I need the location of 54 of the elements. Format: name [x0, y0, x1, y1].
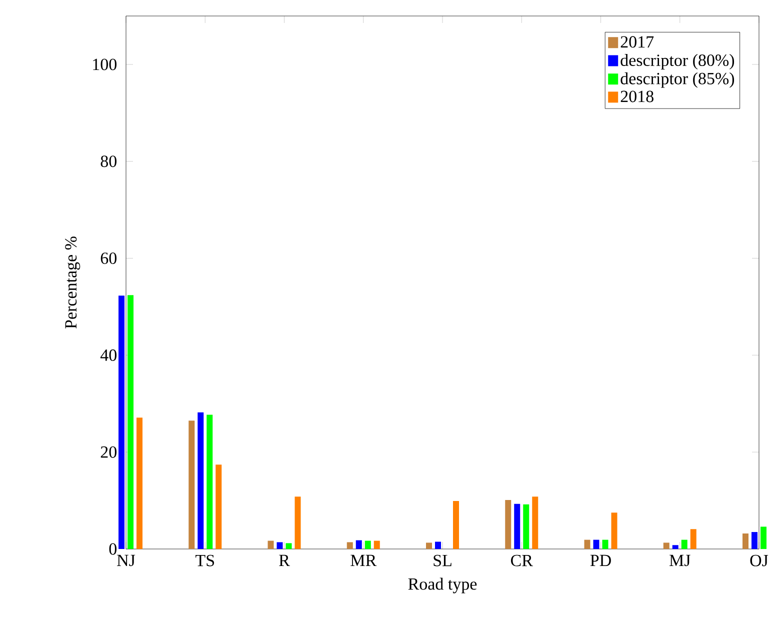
y-tick-label: 80	[100, 156, 116, 168]
bar	[681, 540, 688, 549]
bar	[294, 496, 301, 549]
bar	[593, 540, 600, 549]
bar	[663, 542, 670, 549]
y-tick-label: 20	[100, 446, 116, 458]
legend-label: 2018	[620, 90, 654, 102]
x-tick-label: PD	[590, 554, 611, 566]
bar	[514, 504, 520, 549]
x-tick-label: NJ	[117, 554, 136, 566]
y-tick-label: 40	[100, 349, 116, 361]
legend-label: descriptor (80%)	[620, 54, 734, 70]
bar	[374, 540, 380, 549]
x-axis-title: Road type	[408, 578, 477, 594]
bar	[505, 500, 512, 549]
bar	[136, 418, 142, 549]
bar	[523, 504, 530, 549]
x-tick-label: MR	[350, 554, 377, 566]
x-tick-label: OJ	[750, 554, 768, 566]
bar	[584, 540, 590, 549]
bar	[216, 464, 222, 549]
bar	[356, 540, 362, 549]
bar	[276, 542, 283, 549]
y-tick-label: 0	[109, 543, 116, 555]
bar	[453, 501, 459, 549]
bar	[286, 543, 292, 549]
bar	[188, 420, 195, 549]
y-axis-title: Percentage %	[65, 236, 80, 328]
bar	[198, 412, 204, 549]
bar	[751, 532, 758, 549]
bar	[118, 296, 125, 549]
x-tick-label: TS	[196, 554, 214, 566]
x-tick-label: MJ	[669, 554, 690, 566]
x-tick-label: SL	[434, 554, 452, 566]
bar	[435, 542, 441, 549]
bar	[690, 529, 696, 549]
bar	[672, 545, 678, 549]
bar	[760, 526, 766, 549]
bar	[206, 414, 213, 549]
legend-label: descriptor (85%)	[620, 72, 734, 88]
x-tick-label: R	[279, 554, 290, 566]
bar	[742, 533, 748, 549]
y-tick-label: 100	[93, 58, 116, 70]
x-tick-label: CR	[510, 554, 533, 566]
bar	[268, 540, 274, 549]
bar	[532, 496, 538, 549]
legend-label: 2017	[620, 36, 654, 48]
bar	[128, 295, 134, 549]
bar	[602, 540, 608, 549]
bar	[364, 540, 371, 549]
bar	[346, 542, 353, 549]
y-tick-label: 60	[100, 252, 116, 264]
bar	[611, 512, 618, 549]
bar	[426, 542, 432, 549]
